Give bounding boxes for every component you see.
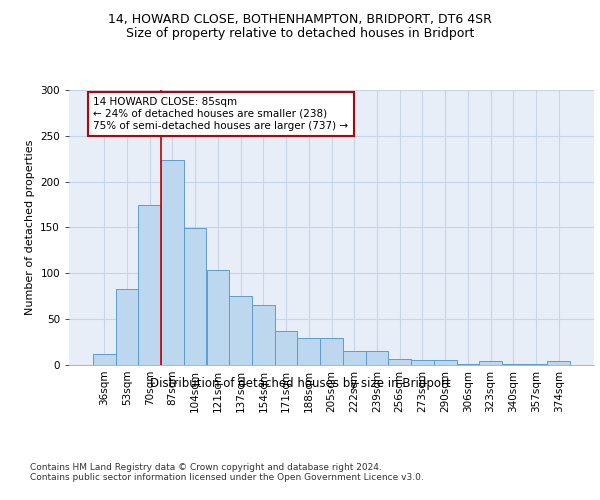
Bar — [275, 331, 298, 365]
Y-axis label: Number of detached properties: Number of detached properties — [25, 140, 35, 315]
Bar — [229, 296, 252, 365]
Bar — [298, 338, 320, 365]
Bar — [343, 351, 365, 365]
Text: 14 HOWARD CLOSE: 85sqm
← 24% of detached houses are smaller (238)
75% of semi-de: 14 HOWARD CLOSE: 85sqm ← 24% of detached… — [94, 98, 349, 130]
Bar — [547, 362, 570, 365]
Bar — [479, 362, 502, 365]
Bar — [524, 364, 547, 365]
Text: 14, HOWARD CLOSE, BOTHENHAMPTON, BRIDPORT, DT6 4SR: 14, HOWARD CLOSE, BOTHENHAMPTON, BRIDPOR… — [108, 12, 492, 26]
Bar — [411, 360, 434, 365]
Bar — [184, 228, 206, 365]
Bar — [320, 338, 343, 365]
Bar — [139, 204, 161, 365]
Bar — [161, 160, 184, 365]
Text: Contains HM Land Registry data © Crown copyright and database right 2024.
Contai: Contains HM Land Registry data © Crown c… — [30, 462, 424, 482]
Bar — [502, 364, 524, 365]
Bar — [388, 358, 411, 365]
Bar — [93, 354, 116, 365]
Bar — [116, 289, 139, 365]
Bar — [457, 364, 479, 365]
Bar — [365, 351, 388, 365]
Bar — [206, 270, 229, 365]
Text: Size of property relative to detached houses in Bridport: Size of property relative to detached ho… — [126, 28, 474, 40]
Bar — [252, 306, 275, 365]
Bar — [434, 360, 457, 365]
Text: Distribution of detached houses by size in Bridport: Distribution of detached houses by size … — [149, 378, 451, 390]
